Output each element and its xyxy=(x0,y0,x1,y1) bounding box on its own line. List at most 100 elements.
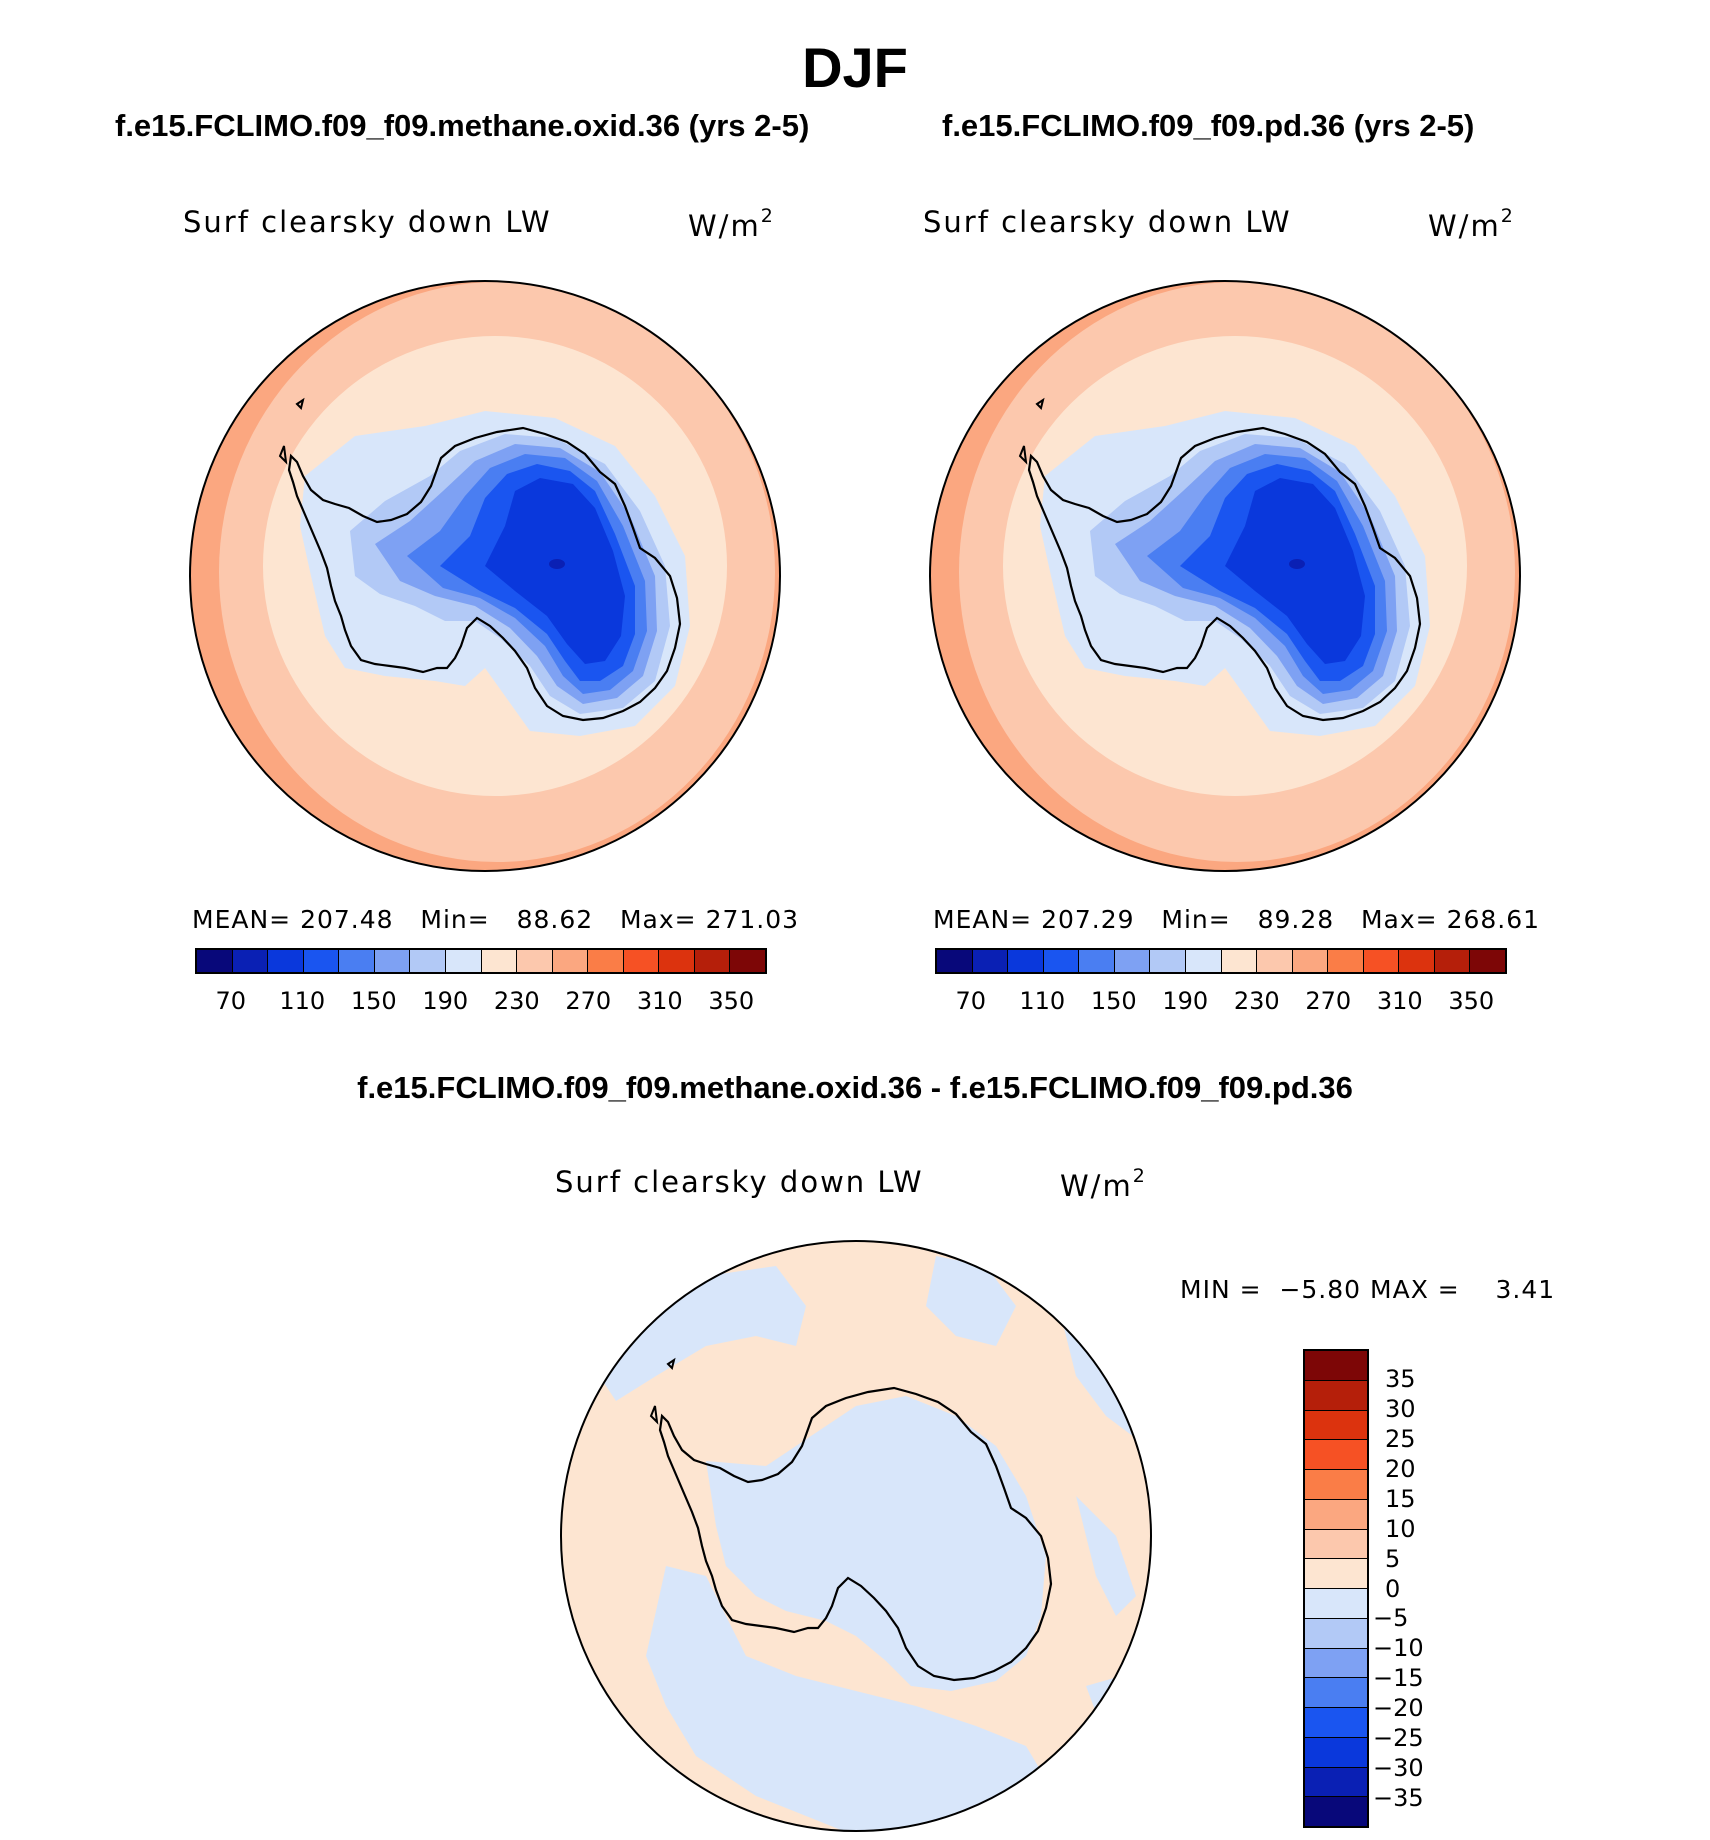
diff-colorbar-cell xyxy=(1305,1708,1367,1738)
diff-colorbar-cell xyxy=(1305,1737,1367,1768)
diff-colorbar-tick-label: −10 xyxy=(1373,1634,1424,1663)
diff-variable-label: Surf clearsky down LW xyxy=(555,1165,924,1199)
diff-colorbar-tick-label: −25 xyxy=(1373,1724,1424,1753)
panel-2-colorbar-tick-label: 270 xyxy=(1305,987,1352,1015)
diff-stats: MIN = −5.80 MAX = 3.41 xyxy=(1180,1275,1555,1304)
diff-colorbar-tick-label: −5 xyxy=(1373,1604,1409,1633)
panel-2-colorbar-tick-label: 350 xyxy=(1448,987,1495,1015)
diff-island xyxy=(666,1357,676,1370)
panel-1-colorbar-tick-label: 310 xyxy=(636,987,683,1015)
panel-2-coastline xyxy=(1027,426,1422,722)
panel-2-colorbar-cell xyxy=(1399,950,1435,972)
panel-1-min-value: 88.62 xyxy=(516,905,594,934)
diff-units-exponent: 2 xyxy=(1132,1165,1145,1187)
panel-2-colorbar-cell xyxy=(1363,950,1400,972)
panel-2-interior-band-5 xyxy=(1225,478,1365,664)
panel-2-colorbar-cell xyxy=(937,950,973,972)
diff-units-text: W/m xyxy=(1060,1169,1133,1203)
panel-1-min-label: Min= xyxy=(420,905,490,934)
panel-1-map-boundary xyxy=(189,280,781,872)
panel-1-max-label: Max= xyxy=(619,905,697,934)
diff-colorbar-tick-label: 5 xyxy=(1385,1544,1401,1573)
panel-2-island xyxy=(1035,397,1045,410)
panel-1-colorbar-cell xyxy=(410,950,446,972)
diff-colorbar-cell xyxy=(1305,1559,1367,1589)
panel-1-polar-map xyxy=(189,280,781,872)
diff-colorbar-ticks: 35 30 25 20 15 10 5 0 −5 −10 −15 −20 −25 −30 −35 xyxy=(1373,1349,1465,1828)
panel-1-case-title: f.e15.FCLIMO.f09_f09.methane.oxid.36 (yr… xyxy=(115,108,810,143)
panel-1-colorbar-tick-label: 350 xyxy=(708,987,755,1015)
panel-2-colorbar-cell xyxy=(972,950,1009,972)
panel-2-colorbar-cell xyxy=(1008,950,1044,972)
diff-units: W/m2 xyxy=(1060,1165,1145,1203)
panel-1-colorbar-tick-label: 190 xyxy=(422,987,469,1015)
diff-colorbar-cell xyxy=(1305,1797,1367,1826)
panel-1-island xyxy=(205,422,217,444)
diff-colorbar-tick-label: 10 xyxy=(1385,1514,1416,1543)
panel-2-colorbar-cell xyxy=(1043,950,1080,972)
panel-1-colorbar-cell xyxy=(730,950,765,972)
panel-2-colorbar-tick-label: 70 xyxy=(955,987,987,1015)
panel-1-max-value: 271.03 xyxy=(705,905,800,934)
panel-2-min-value: 89.28 xyxy=(1257,905,1335,934)
panel-1-colorbar-tick-label: 150 xyxy=(350,987,397,1015)
diff-colorbar-cell xyxy=(1305,1440,1367,1470)
diff-colorbar-cell xyxy=(1305,1589,1367,1619)
panel-1-interior-band-6 xyxy=(549,559,565,569)
panel-2-colorbar-cell xyxy=(1221,950,1258,972)
panel-2-island xyxy=(945,422,957,444)
diff-colorbar-tick-label: 20 xyxy=(1385,1454,1416,1483)
panel-2-units-text: W/m xyxy=(1428,209,1501,243)
panel-1-colorbar-cell xyxy=(232,950,269,972)
panel-1-colorbar-tick-label: 230 xyxy=(493,987,540,1015)
diff-colorbar-cell xyxy=(1305,1767,1367,1798)
diff-colorbar-cell xyxy=(1305,1648,1367,1679)
panel-1-units: W/m2 xyxy=(688,205,773,243)
panel-2-mean-value: 207.29 xyxy=(1041,905,1135,934)
panel-1-island xyxy=(278,445,288,465)
diff-max-label: MAX = xyxy=(1370,1275,1460,1304)
panel-2-colorbar-cell xyxy=(1079,950,1115,972)
panel-2-max-value: 268.61 xyxy=(1446,905,1541,934)
diff-negative-region xyxy=(1076,1496,1136,1616)
panel-1-colorbar-ticks: 70 110 150 190 230 270 310 350 xyxy=(195,987,767,1017)
panel-2-colorbar-tick-label: 190 xyxy=(1162,987,1209,1015)
diff-max-value: 3.41 xyxy=(1495,1275,1556,1304)
panel-2-units: W/m2 xyxy=(1428,205,1513,243)
panel-1-mean-label: MEAN= xyxy=(192,905,292,934)
diff-colorbar-tick-label: 30 xyxy=(1385,1394,1416,1423)
panel-2-island xyxy=(1018,445,1028,465)
panel-2-max-label: Max= xyxy=(1360,905,1438,934)
panel-1-mean-value: 207.48 xyxy=(300,905,394,934)
panel-2-colorbar-cell xyxy=(1434,950,1471,972)
panel-1-colorbar-cell xyxy=(588,950,624,972)
diff-negative-region xyxy=(1086,1666,1151,1796)
panel-1-colorbar-cell xyxy=(481,950,518,972)
panel-1-stats: MEAN= 207.48 Min= 88.62 Max= 271.03 xyxy=(192,905,799,934)
panel-1-colorbar-tick-label: 70 xyxy=(215,987,247,1015)
panel-2-colorbar-cell xyxy=(1150,950,1186,972)
panel-1-colorbar-cell xyxy=(303,950,340,972)
diff-colorbar-cell xyxy=(1305,1499,1367,1530)
diff-colorbar-tick-label: 0 xyxy=(1385,1574,1401,1603)
diff-colorbar-tick-label: 15 xyxy=(1385,1484,1416,1513)
panel-2-mean-label: MEAN= xyxy=(933,905,1033,934)
diff-colorbar-cell xyxy=(1305,1678,1367,1708)
panel-1-colorbar-tick-label: 110 xyxy=(279,987,326,1015)
diff-colorbar-cell xyxy=(1305,1618,1367,1649)
panel-2-colorbar-cell xyxy=(1114,950,1151,972)
panel-2-case-title: f.e15.FCLIMO.f09_f09.pd.36 (yrs 2-5) xyxy=(942,108,1475,143)
diff-min-label: MIN = xyxy=(1180,1275,1262,1304)
diff-case-title: f.e15.FCLIMO.f09_f09.methane.oxid.36 - f… xyxy=(357,1070,1353,1105)
diff-colorbar-tick-label: 35 xyxy=(1385,1364,1416,1393)
diff-colorbar-tick-label: −20 xyxy=(1373,1694,1424,1723)
panel-1-colorbar-cell xyxy=(659,950,695,972)
panel-1-coastline xyxy=(287,426,682,722)
panel-1-variable-label: Surf clearsky down LW xyxy=(183,205,552,239)
diff-island xyxy=(649,1405,659,1425)
panel-1-colorbar-tick-label: 270 xyxy=(565,987,612,1015)
diff-colorbar-cell xyxy=(1305,1529,1367,1560)
panel-1-colorbar-cell xyxy=(268,950,304,972)
diff-colorbar-tick-label: −30 xyxy=(1373,1754,1424,1783)
diff-colorbar-tick-label: −15 xyxy=(1373,1664,1424,1693)
